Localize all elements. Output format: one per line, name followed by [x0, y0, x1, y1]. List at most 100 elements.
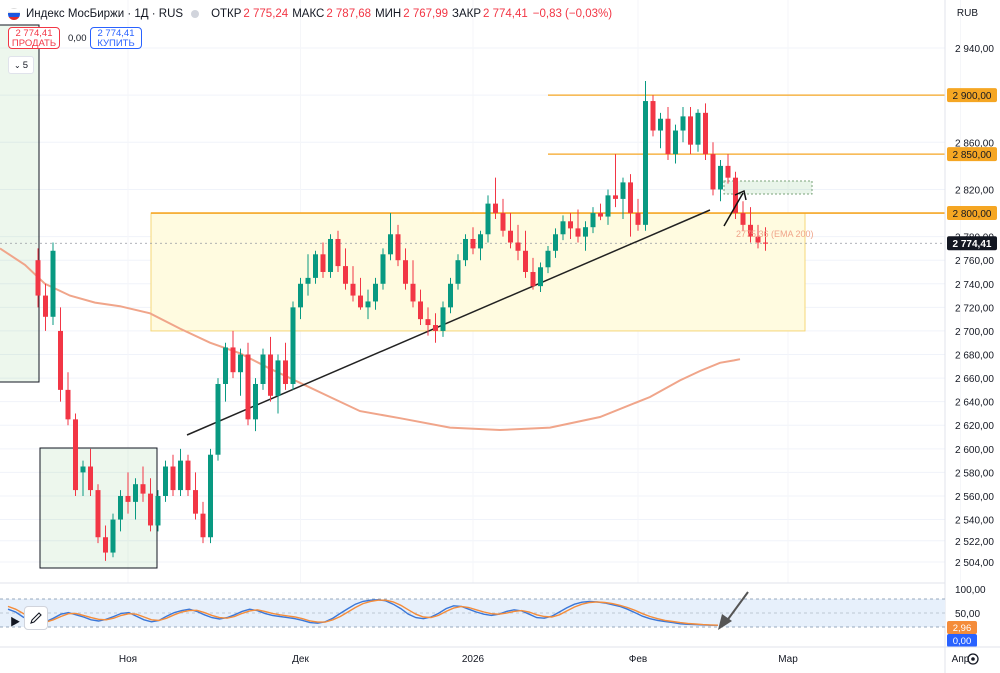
- price-tick-label: 2 660,00: [955, 374, 994, 385]
- candle: [170, 454, 176, 496]
- candle-body: [193, 490, 198, 514]
- candle: [448, 277, 453, 314]
- high-value: 2 787,68: [326, 8, 372, 20]
- candle: [598, 203, 603, 221]
- time-tick-label: Мар: [778, 654, 798, 665]
- candles: [35, 81, 768, 561]
- change-value: −0,83 (−0,03%): [532, 8, 613, 20]
- sell-button[interactable]: 2 774,41 ПРОДАТЬ: [8, 27, 60, 49]
- candle-body: [403, 260, 408, 284]
- candle-body: [215, 383, 221, 455]
- candle: [478, 230, 483, 261]
- candle-body: [568, 221, 573, 229]
- candle-body: [163, 466, 168, 496]
- candle-body: [80, 466, 86, 473]
- candle: [680, 106, 686, 143]
- candle-body: [103, 537, 108, 553]
- candle: [485, 195, 491, 243]
- candle: [718, 159, 723, 202]
- time-tick-label: 2026: [462, 654, 485, 665]
- level-2850-tag-label: 2 850,00: [953, 150, 992, 161]
- close-value: 2 774,41: [483, 8, 528, 20]
- time-axis[interactable]: НояДек2026ФевМарАпрМай: [119, 654, 1000, 665]
- candle-body: [380, 254, 386, 284]
- candle-body: [185, 460, 191, 491]
- oscillator-tick-50: 50,00: [955, 609, 980, 620]
- candle: [350, 266, 356, 302]
- price-tick-label: 2 504,00: [955, 558, 994, 569]
- candle: [103, 525, 108, 561]
- time-tick-label: Дек: [292, 654, 309, 665]
- candle-body: [650, 101, 656, 131]
- candle-body: [73, 419, 78, 491]
- candle: [605, 189, 611, 225]
- candle: [583, 221, 588, 251]
- price-tick-label: 2 860,00: [955, 138, 994, 149]
- buy-button[interactable]: 2 774,41 КУПИТЬ: [90, 27, 142, 49]
- candle-body: [575, 228, 581, 237]
- candle: [268, 336, 273, 402]
- chart-header: Индекс МосБиржи · 1Д · RUS ОТКР 2 775,24 …: [0, 5, 612, 23]
- candle-body: [583, 227, 588, 237]
- candle: [493, 177, 498, 219]
- candle: [73, 413, 78, 496]
- candle: [140, 466, 146, 502]
- candle-body: [43, 295, 48, 317]
- candle: [328, 234, 333, 278]
- candle-body: [95, 490, 101, 538]
- price-tick-label: 2 640,00: [955, 398, 994, 409]
- candle-body: [260, 354, 266, 384]
- candle: [455, 254, 461, 290]
- market-status-icon: [191, 10, 200, 18]
- low-value: 2 767,99: [403, 8, 448, 20]
- candle: [238, 348, 243, 396]
- candle: [230, 330, 236, 379]
- candle-body: [643, 101, 648, 225]
- candle-body: [545, 250, 551, 268]
- high-label: МАКС: [292, 8, 325, 20]
- open-label: ОТКР: [211, 8, 242, 20]
- time-tick-label: Ноя: [119, 654, 137, 665]
- candle: [290, 301, 296, 390]
- candle: [133, 478, 138, 520]
- candle-body: [268, 354, 273, 396]
- candle-body: [688, 116, 693, 145]
- oscillator-d-tag: 0,00: [947, 634, 977, 647]
- candle: [365, 289, 371, 320]
- candle-body: [515, 242, 521, 251]
- candle-body: [58, 330, 63, 390]
- candle: [110, 513, 116, 558]
- price-tick-label: 2 600,00: [955, 445, 994, 456]
- chevron-down-icon: ⌄: [14, 60, 21, 70]
- sell-label: ПРОДАТЬ: [11, 38, 57, 49]
- candle: [283, 342, 288, 390]
- candle: [335, 230, 341, 272]
- candle-body: [605, 195, 611, 217]
- buy-price: 2 774,41: [97, 28, 135, 39]
- currency-label[interactable]: RUB: [956, 8, 978, 19]
- candle-body: [673, 130, 678, 155]
- candle: [508, 213, 513, 249]
- candle-body: [493, 203, 498, 214]
- candle: [403, 248, 408, 290]
- candle: [515, 224, 521, 261]
- symbol-title[interactable]: Индекс МосБиржи · 1Д · RUS: [26, 8, 184, 20]
- candle: [223, 342, 228, 402]
- settings-icon[interactable]: [967, 653, 979, 665]
- candle: [58, 307, 63, 402]
- drawing-pencil-button[interactable]: [24, 606, 48, 630]
- candle-body: [208, 454, 213, 538]
- ema-200-line: [0, 247, 741, 432]
- candle-body: [320, 254, 326, 272]
- candle-body: [328, 238, 333, 272]
- level-2900-tag: [947, 88, 997, 103]
- highlight-box-left: [0, 24, 40, 383]
- range-zone: [150, 212, 806, 332]
- last-price-tag: 2 774,41: [947, 236, 997, 251]
- up-arrow-icon: [723, 189, 747, 227]
- candle-body: [478, 234, 483, 249]
- candle: [523, 230, 528, 278]
- indicators-collapse-button[interactable]: ⌄ 5: [8, 56, 34, 74]
- candle: [635, 198, 641, 231]
